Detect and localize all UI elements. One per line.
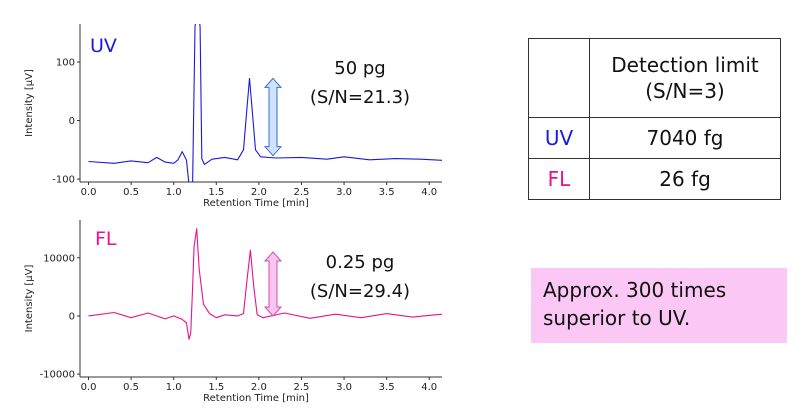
sn-arrow bbox=[263, 251, 283, 317]
y-tick-label: 10000 bbox=[43, 253, 75, 264]
series-line bbox=[88, 228, 442, 340]
table-row-value-fl: 26 fg bbox=[589, 158, 781, 200]
x-tick-label: 1.5 bbox=[208, 187, 224, 198]
table-header-row: Detection limit (S/N=3) bbox=[528, 38, 781, 118]
x-tick-label: 1.5 bbox=[208, 382, 224, 393]
x-tick-label: 0.0 bbox=[81, 382, 97, 393]
sn-arrow bbox=[263, 77, 283, 157]
y-tick-label: -10000 bbox=[40, 370, 75, 381]
sn-label: (S/N=29.4) bbox=[310, 281, 410, 302]
x-tick-label: 3.5 bbox=[379, 187, 395, 198]
x-tick-label: 0.5 bbox=[123, 382, 139, 393]
x-tick-label: 4.0 bbox=[421, 187, 437, 198]
x-tick-label: 4.0 bbox=[421, 382, 437, 393]
note-line2: superior to UV. bbox=[543, 306, 691, 330]
detection-limit-table: Detection limit (S/N=3) UV 7040 fg FL 26… bbox=[528, 38, 781, 200]
panel-label: FL bbox=[95, 228, 117, 250]
note-line1: Approx. 300 times bbox=[543, 278, 727, 302]
x-tick-label: 1.0 bbox=[166, 187, 182, 198]
x-tick-label: 2.5 bbox=[294, 187, 310, 198]
x-tick-label: 2.0 bbox=[251, 382, 267, 393]
x-tick-label: 3.0 bbox=[336, 187, 352, 198]
comparison-note: Approx. 300 times superior to UV. bbox=[531, 268, 787, 343]
x-tick-label: 2.0 bbox=[251, 187, 267, 198]
y-tick-label: 0 bbox=[69, 311, 75, 322]
series-line bbox=[88, 24, 442, 182]
y-tick-label: 100 bbox=[56, 58, 75, 69]
table-row-label-fl: FL bbox=[528, 158, 590, 200]
table-row: UV 7040 fg bbox=[528, 117, 781, 159]
table-header-line1: Detection limit bbox=[611, 53, 759, 77]
y-tick-label: 0 bbox=[69, 116, 75, 127]
table-header-line2: (S/N=3) bbox=[645, 79, 725, 103]
x-tick-label: 0.5 bbox=[123, 187, 139, 198]
table-row-label-uv: UV bbox=[528, 117, 590, 159]
x-tick-label: 2.5 bbox=[294, 382, 310, 393]
x-tick-label: 0.0 bbox=[81, 187, 97, 198]
table-row: FL 26 fg bbox=[528, 158, 781, 200]
x-tick-label: 3.5 bbox=[379, 382, 395, 393]
x-tick-label: 1.0 bbox=[166, 382, 182, 393]
table-row-value-uv: 7040 fg bbox=[589, 117, 781, 159]
amount-label: 0.25 pg bbox=[326, 252, 395, 273]
y-tick-label: -100 bbox=[52, 175, 75, 186]
y-axis-title: Intensity [μV] bbox=[24, 69, 35, 137]
fl-chromatogram: 0.0 0.5 1.0 1.5 2.0 2.5 3.0 3.5 4.0 10000 0 -10000 R… bbox=[24, 220, 442, 404]
x-tick-label: 3.0 bbox=[336, 382, 352, 393]
uv-chromatogram: 0.0 0.5 1.0 1.5 2.0 2.5 3.0 3.5 4.0 100 0 -100 Reten… bbox=[24, 24, 442, 209]
table-corner-cell bbox=[528, 38, 590, 118]
amount-label: 50 pg bbox=[334, 58, 385, 79]
y-axis-title: Intensity [μV] bbox=[24, 265, 35, 333]
sn-label: (S/N=21.3) bbox=[310, 87, 410, 108]
x-axis-title: Retention Time [min] bbox=[203, 198, 309, 209]
table-header-cell: Detection limit (S/N=3) bbox=[589, 38, 781, 118]
x-axis-title: Retention Time [min] bbox=[203, 393, 309, 404]
panel-label: UV bbox=[90, 35, 117, 57]
